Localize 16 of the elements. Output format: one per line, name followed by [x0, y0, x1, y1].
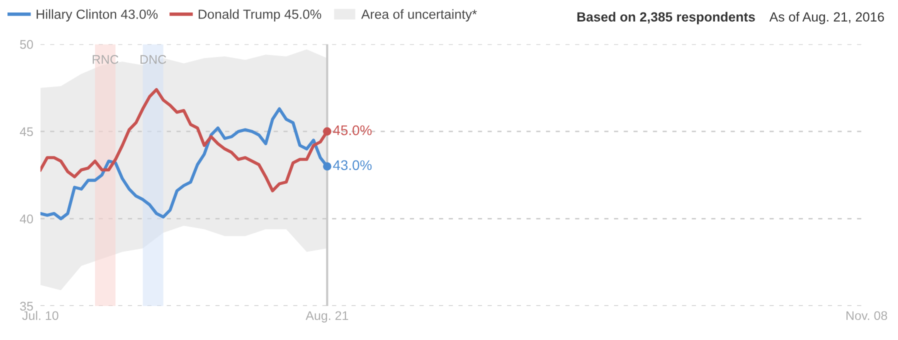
text: As of Aug. 21, 2016: [769, 12, 884, 24]
legend-label: Area of uncertainty*: [361, 9, 477, 22]
text: Based on 2,385 respondents: [577, 12, 755, 24]
x-tick-label: Jul. 10: [22, 310, 58, 320]
y-tick-label: 50: [20, 40, 33, 49]
x-tick-label: Aug. 21: [306, 311, 348, 323]
y-tick-label: 45: [20, 127, 33, 136]
annotation: 45.0%: [333, 125, 372, 136]
band-label: DNC: [140, 55, 166, 64]
legend-label: Donald Trump 45.0%: [198, 9, 322, 22]
x-tick-label: Nov. 08: [846, 311, 888, 320]
y-tick-label: 35: [20, 302, 33, 311]
legend-label: Hillary Clinton 43.0%: [36, 9, 158, 22]
annotation: 43.0%: [333, 160, 372, 170]
band-label: RNC: [92, 55, 118, 64]
y-tick-label: 40: [20, 214, 33, 224]
